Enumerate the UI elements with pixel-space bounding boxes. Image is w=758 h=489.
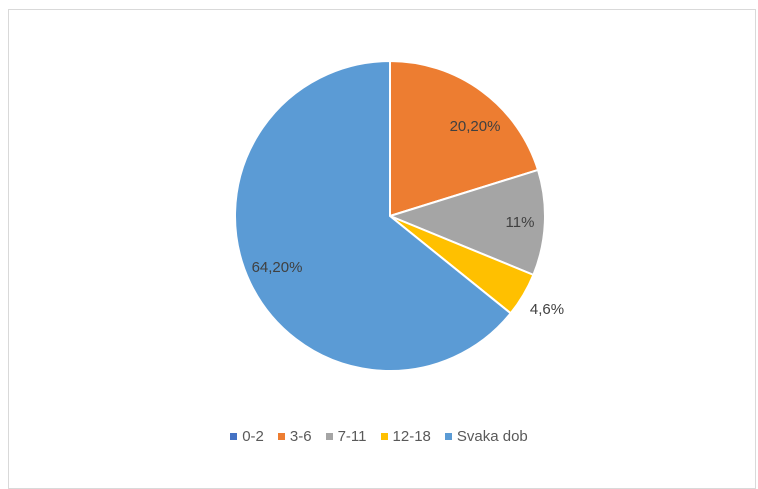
legend-label: 3-6 <box>289 428 312 445</box>
legend-swatch <box>230 433 238 440</box>
legend-label: 12-18 <box>392 428 431 445</box>
legend-label: 7-11 <box>337 428 367 445</box>
data-label-3-6: 20,20% <box>450 118 501 135</box>
legend: 0-2 3-6 7-11 12-18 Svaka dob <box>0 428 758 445</box>
legend-label: 0-2 <box>242 428 264 445</box>
legend-item: 12-18 <box>380 428 431 445</box>
legend-item: Svaka dob <box>444 428 528 445</box>
pie-chart: 20,20% 11% 4,6% 64,20% <box>234 59 564 372</box>
data-label-7-11: 11% <box>506 214 535 231</box>
data-label-12-18: 4,6% <box>530 301 564 318</box>
legend-swatch <box>325 433 333 440</box>
legend-swatch <box>444 433 452 440</box>
legend-item: 3-6 <box>277 428 312 445</box>
pie-slice-svaka-dob <box>234 59 513 372</box>
legend-item: 0-2 <box>230 428 264 445</box>
legend-swatch <box>380 433 388 440</box>
pie-slice-3-6 <box>389 59 540 218</box>
legend-swatch <box>277 433 285 440</box>
legend-item: 7-11 <box>325 428 367 445</box>
pie-slice-7-11 <box>387 168 546 277</box>
data-label-svaka-dob: 64,20% <box>252 259 303 276</box>
legend-label: Svaka dob <box>456 428 528 445</box>
